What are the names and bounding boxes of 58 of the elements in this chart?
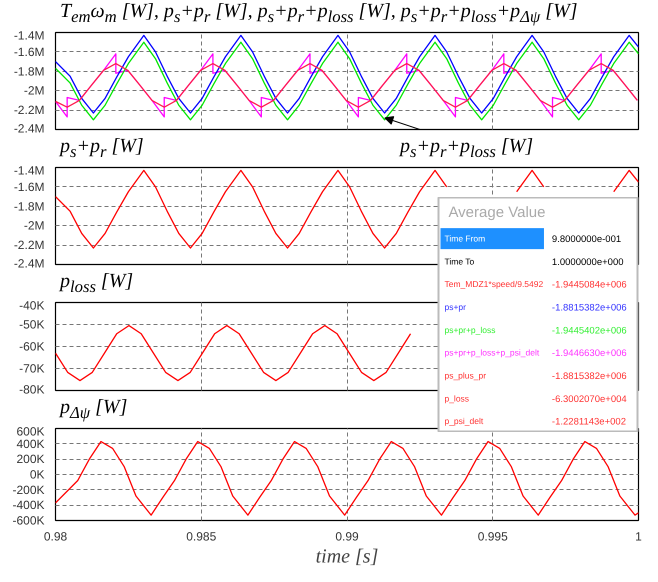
y-tick-label: -2.2M (14, 238, 45, 252)
y-tick-label: -2M (24, 218, 45, 233)
text: -1.8815382e+006 (552, 370, 627, 382)
y-tick-label: -1.4M (14, 28, 45, 42)
category-label: p_psi_delt (444, 416, 484, 426)
y-tick-label: -2.4M (14, 256, 45, 270)
y-tick-label: -1.8M (14, 64, 45, 78)
y-tick-label: -2M (24, 84, 45, 98)
y-tick-label: -50K (19, 318, 45, 332)
category-label: ps+pr+p_loss (444, 324, 496, 335)
y-tick-label: -1.6M (14, 44, 45, 59)
line-series (56, 440, 638, 516)
text: 1.0000000e+000 (552, 256, 624, 268)
category-label: ps_plus_pr (444, 370, 486, 380)
y-tick-label: -60K (19, 340, 45, 354)
text: -1.9445402e+006 (552, 325, 627, 336)
category-label: Tem_MDZ1*speed/9.5492 (444, 279, 544, 290)
x-tick-label: 0.995 (478, 530, 508, 544)
line-series (56, 62, 638, 108)
text: -1.9445084e+006 (552, 280, 627, 291)
y-tick-label: -1.4M (14, 164, 45, 178)
y-tick-label: 600K (16, 424, 45, 438)
chart-title: T$_{em}$ω$_{m}$ [W], p$_{s}$+p$_{r}$ [W], p$_{s}$+p$_{r}$+p$_{loss}$ [W], p$_{s}$+p$_{r}$+p$_{loss}$+p$_{Δψ}$ [W] (60, 0, 578, 26)
y-tick-label: -40K (19, 298, 45, 312)
y-tick-label: -400K (12, 498, 45, 512)
y-tick-label: -1.8M (14, 199, 45, 214)
x-tick-label: 0.98 (44, 530, 68, 544)
category-label: ps+pr+p_loss+p_psi_delt (444, 348, 540, 358)
x-tick-label: 0.985 (186, 530, 217, 544)
y-tick-label: -600K (12, 514, 45, 528)
text: -1.8815382e+006 (552, 302, 627, 314)
y-tick-label: -70K (19, 362, 45, 376)
category-label: Time To (444, 256, 474, 266)
x-tick-label: 1 (635, 530, 642, 544)
x-axis-title: time [s] (316, 546, 378, 568)
y-tick-label: -80K (19, 382, 45, 396)
x-tick-label: 0.99 (335, 530, 360, 544)
y-tick-label: -200K (12, 482, 45, 497)
category-label: p_loss (444, 393, 470, 404)
y-tick-label: 0K (30, 468, 45, 482)
y-tick-label: -1.6M (14, 180, 45, 194)
annotation: p$_{s}$+p$_{r}$+p$_{loss}$ [W] (400, 135, 534, 163)
text: Average Value (448, 204, 546, 221)
y-tick-label: 400K (16, 436, 45, 451)
chart-title: p$_{loss}$ [W] (60, 270, 134, 298)
category-label: ps+pr (444, 302, 466, 312)
text: -1.9446630e+006 (552, 348, 627, 360)
y-tick-label: -2.4M (14, 122, 45, 136)
line-series (56, 34, 638, 114)
y-tick-label: 200K (16, 452, 45, 466)
text: -6.3002070e+004 (552, 394, 627, 405)
chart-title: p$_{s}$+p$_{r}$ [W] (60, 135, 144, 163)
text: -1.2281143e+002 (552, 416, 626, 428)
y-tick-label: -2.2M (14, 103, 45, 118)
chart-title: p$_{Δψ}$ [W] (60, 396, 128, 424)
text: 9.8000000e-001 (552, 234, 622, 246)
line-series (56, 324, 412, 382)
category-label: Time From (444, 234, 486, 244)
